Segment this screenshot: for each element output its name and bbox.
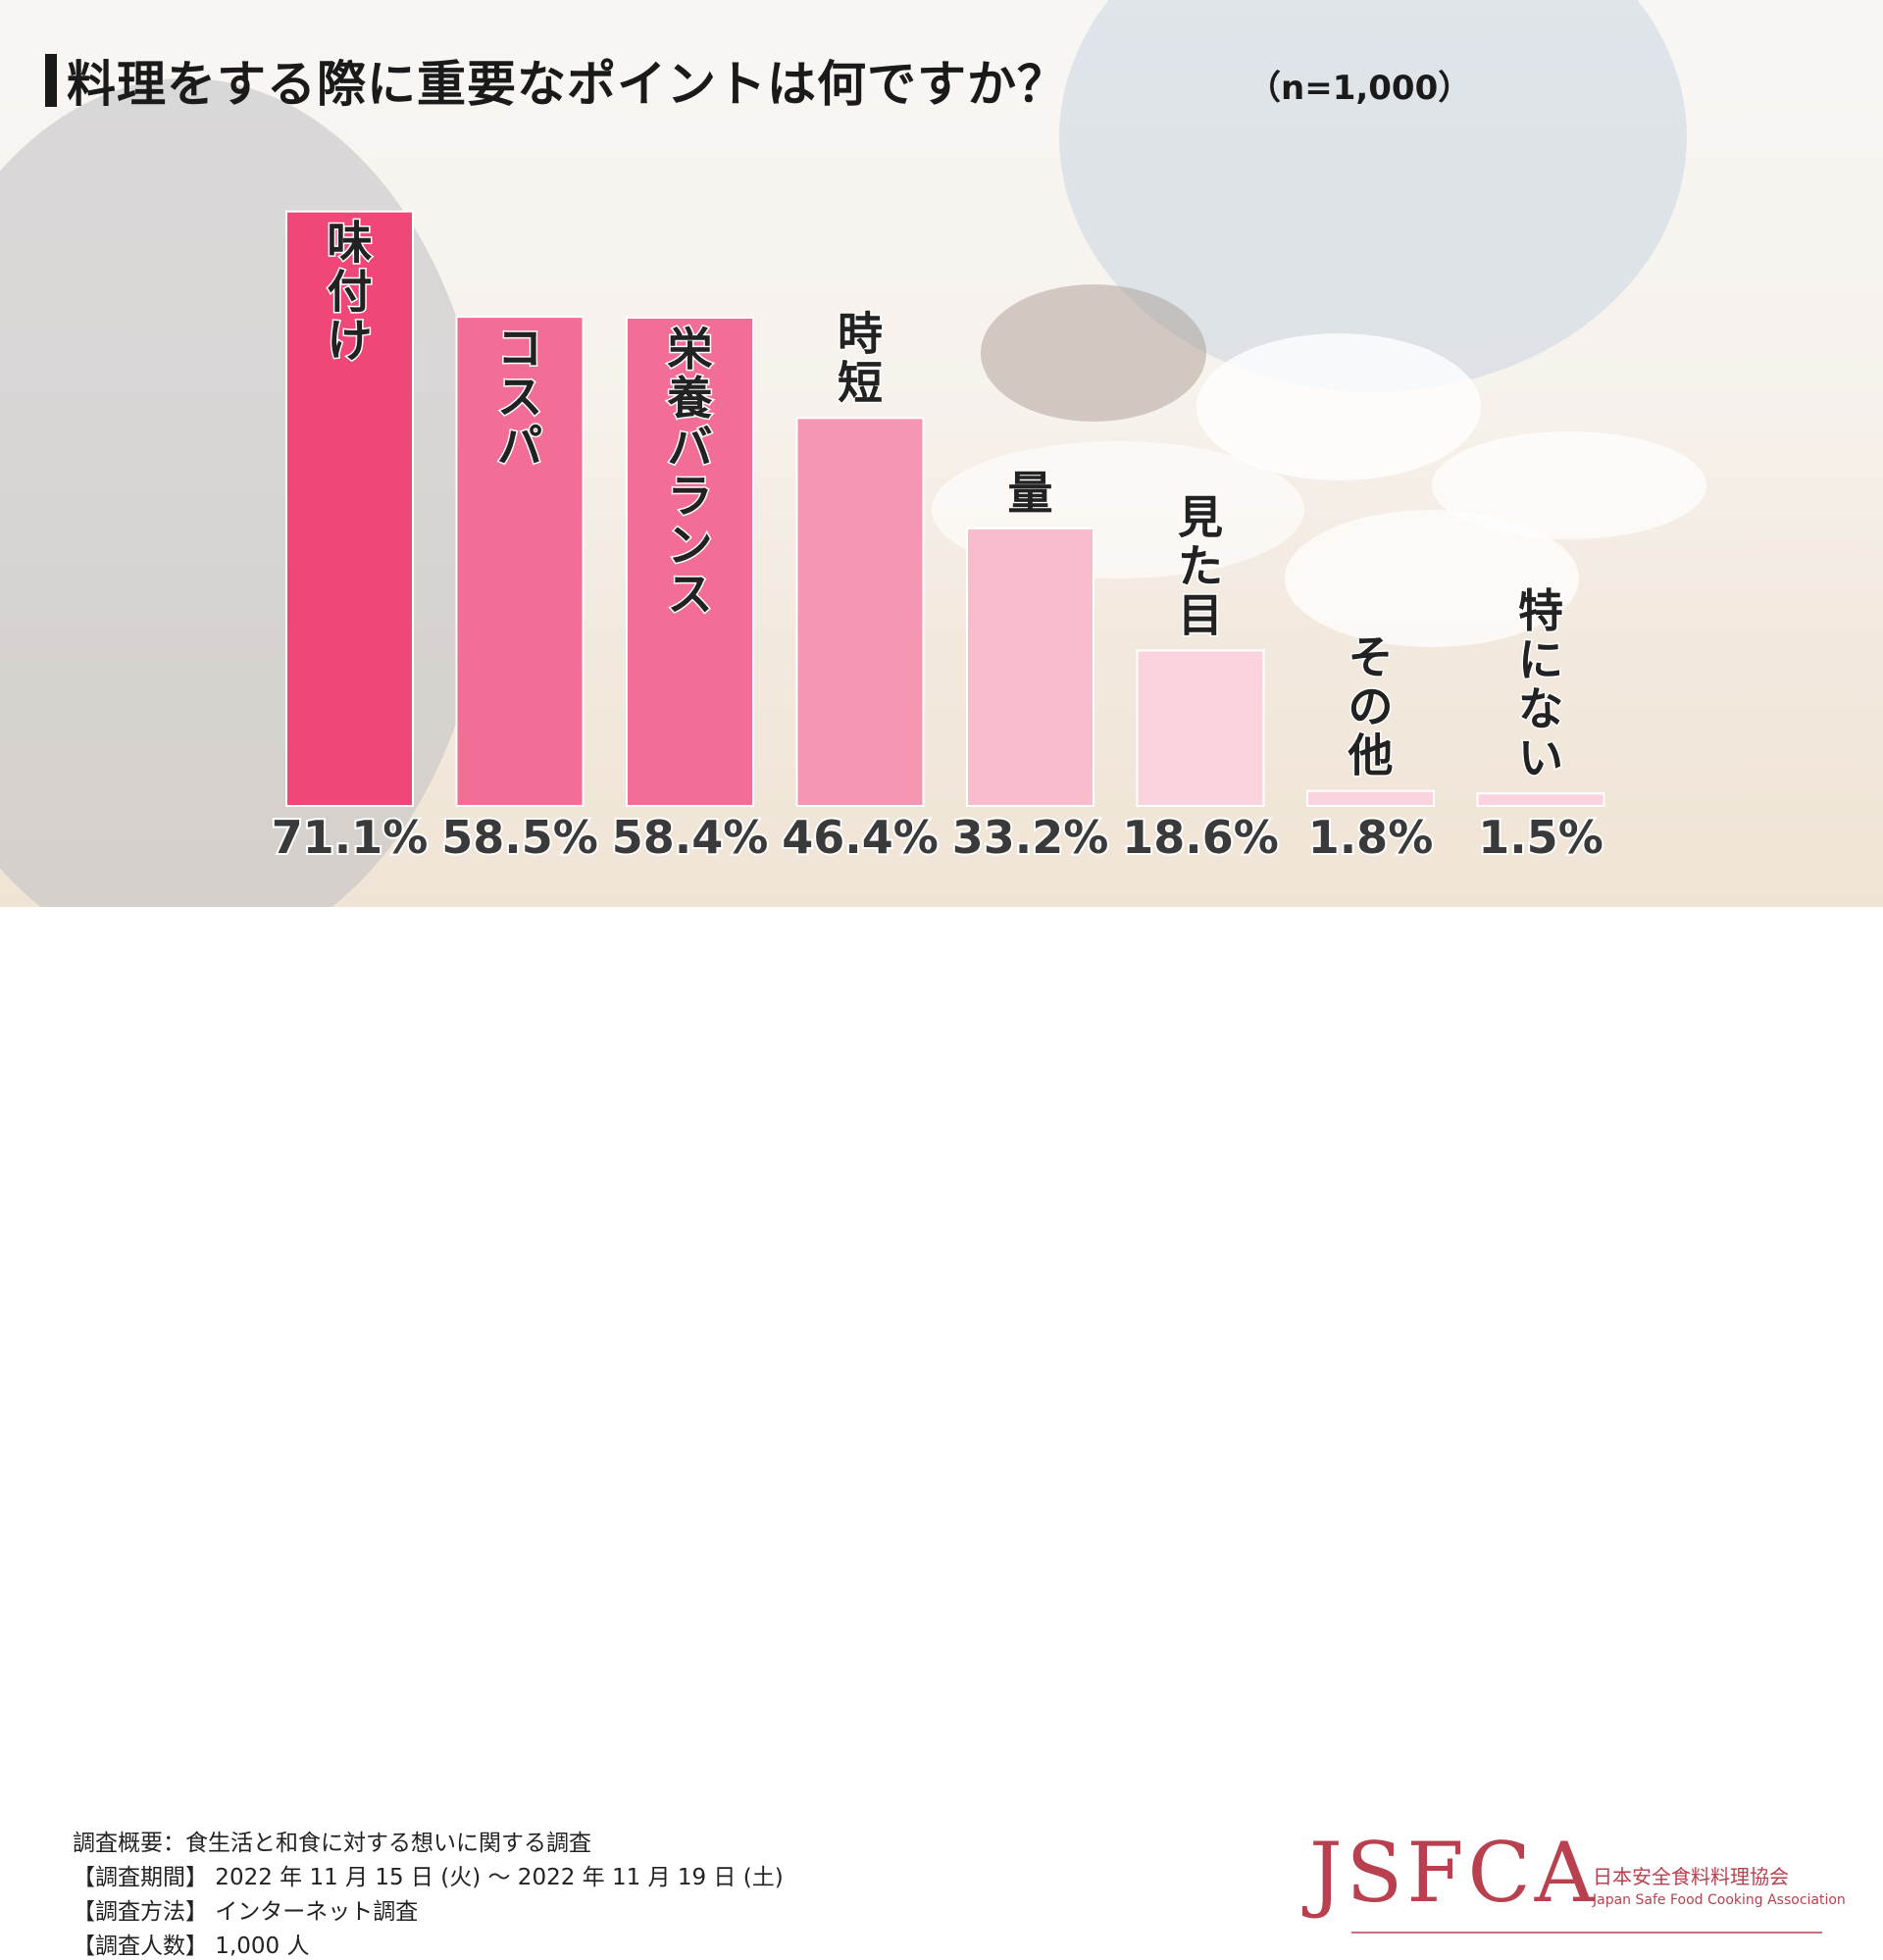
bar bbox=[626, 316, 754, 807]
category-label: 栄養バランス bbox=[668, 323, 713, 621]
category-label: 見た目 bbox=[1178, 490, 1223, 641]
value-label: 33.2% bbox=[952, 811, 1109, 864]
value-label: 58.4% bbox=[612, 811, 769, 864]
background-miso-bowl bbox=[981, 284, 1206, 422]
title-accent-bar bbox=[45, 54, 57, 107]
bar bbox=[1306, 789, 1435, 808]
survey-period: 【調査期間】 2022 年 11 月 15 日 (火) ～ 2022 年 11 … bbox=[73, 1865, 784, 1890]
chart-title: 料理をする際に重要なポイントは何ですか？ bbox=[67, 56, 1067, 113]
bar-chart: 味付け 71.1% コスパ 58.5% 栄養バランス 58.4% 時短 46.4% 量 33.2%… bbox=[270, 210, 1605, 866]
value-label: 1.8% bbox=[1308, 811, 1434, 864]
survey-method: 【調査方法】 インターネット調査 bbox=[73, 1899, 419, 1925]
value-label: 18.6% bbox=[1122, 811, 1279, 864]
logo-english-name: Japan Safe Food Cooking Association bbox=[1593, 1892, 1846, 1908]
value-label: 1.5% bbox=[1478, 811, 1603, 864]
category-label: 特にない bbox=[1518, 584, 1563, 784]
logo-japanese-name: 日本安全食料料理協会 bbox=[1593, 1865, 1789, 1888]
bar bbox=[1476, 792, 1605, 807]
footer: 調査概要：食生活と和食に対する想いに関する調査 【調査期間】 2022 年 11… bbox=[0, 907, 1883, 1959]
survey-respondents: 【調査人数】 1,000 人 bbox=[73, 1934, 310, 1959]
category-label: 量 bbox=[1008, 467, 1053, 520]
category-label: 時短 bbox=[838, 307, 883, 409]
background-rice-bowl bbox=[1196, 333, 1481, 480]
bar bbox=[455, 316, 585, 807]
bar bbox=[795, 417, 925, 807]
value-label: 71.1% bbox=[272, 811, 429, 864]
category-label: その他 bbox=[1348, 631, 1394, 782]
category-label: コスパ bbox=[497, 322, 542, 473]
value-label: 58.5% bbox=[441, 811, 598, 864]
background-person-right bbox=[1059, 0, 1687, 392]
value-label: 46.4% bbox=[782, 811, 939, 864]
logo-underline bbox=[1351, 1932, 1822, 1934]
bar bbox=[966, 527, 1094, 808]
survey-overview: 調査概要：食生活と和食に対する想いに関する調査 bbox=[73, 1831, 591, 1856]
background-dish bbox=[1285, 510, 1579, 647]
bar bbox=[1136, 649, 1265, 808]
sample-size-label: （n=1,000） bbox=[1247, 69, 1472, 108]
jsfca-logo: JSFCA bbox=[1309, 1825, 1599, 1921]
category-label: 味付け bbox=[328, 217, 373, 368]
bar bbox=[285, 210, 414, 808]
